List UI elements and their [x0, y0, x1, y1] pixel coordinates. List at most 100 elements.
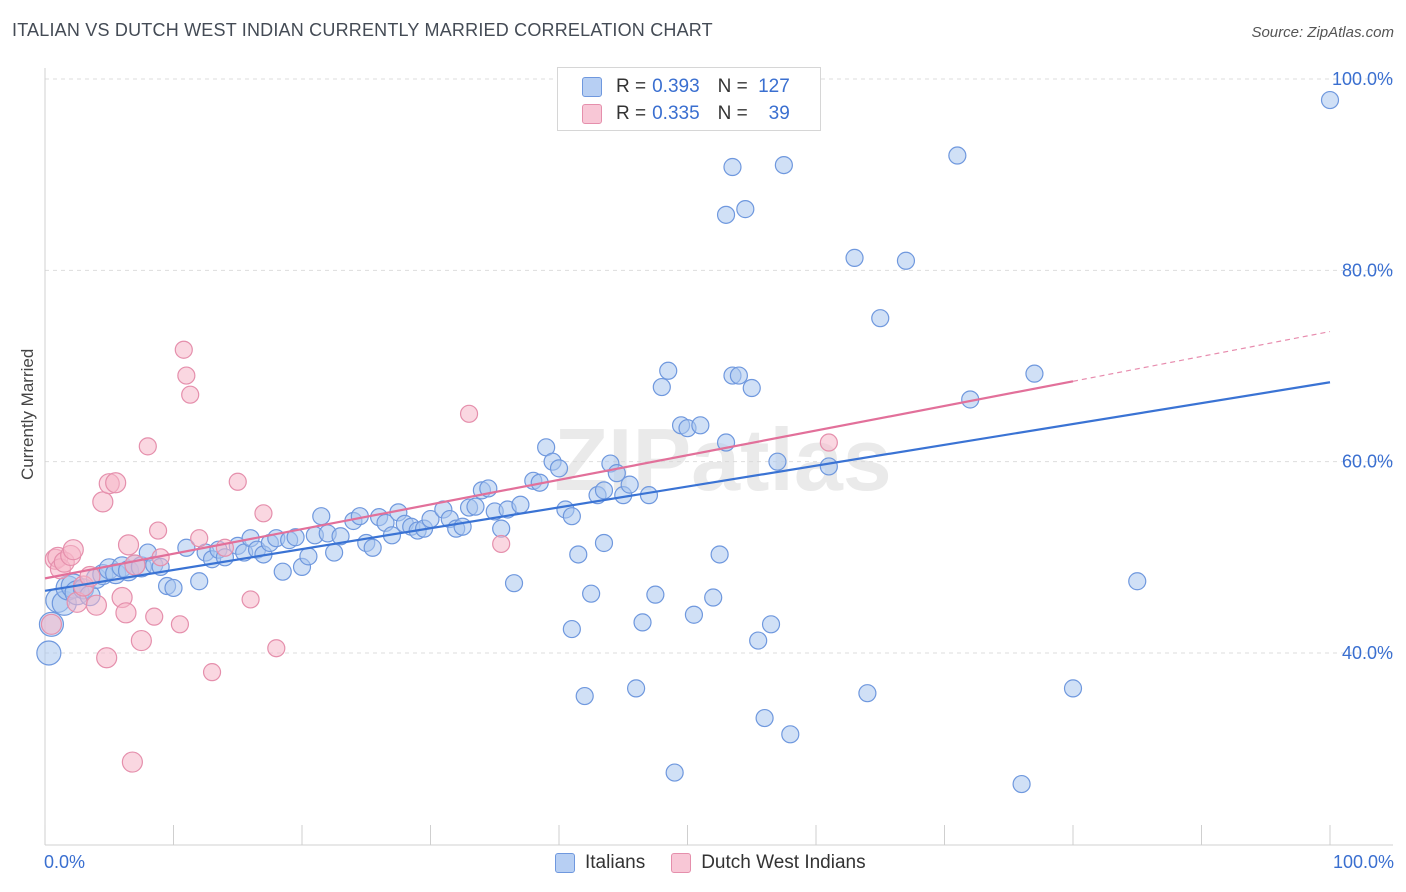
data-point-blue: [704, 588, 723, 607]
data-point-pink: [170, 615, 190, 634]
data-point-pink: [459, 404, 479, 423]
data-point-blue: [858, 684, 877, 703]
legend-r-label: R =: [616, 76, 647, 97]
points-layer: [36, 90, 1340, 794]
data-point-pink: [117, 534, 140, 556]
legend-swatch-pink: [582, 104, 602, 124]
data-point-blue: [948, 146, 967, 165]
data-point-pink: [241, 590, 260, 609]
legend-row-dutch-west-indians: R = 0.335 N = 39: [582, 101, 790, 127]
trend-layer: [44, 330, 1331, 592]
y-tick-label: 80.0%: [1342, 260, 1393, 280]
data-point-blue: [761, 615, 781, 634]
data-point-pink: [177, 366, 196, 385]
data-point-blue: [164, 578, 183, 598]
data-point-pink: [96, 647, 118, 669]
data-point-pink: [174, 340, 193, 359]
data-point-blue: [511, 495, 530, 514]
data-point-pink: [121, 751, 143, 773]
y-tick-label: 60.0%: [1342, 452, 1393, 472]
legend-r-value: 0.335: [652, 103, 700, 124]
data-point-blue: [1012, 774, 1031, 794]
legend-swatch-blue: [582, 77, 602, 97]
x-tick-label-max: 100.0%: [1332, 852, 1394, 872]
trendline-pink: [44, 380, 1074, 580]
data-point-blue: [620, 475, 639, 494]
data-point-blue: [273, 562, 292, 581]
source-label: Source: ZipAtlas.com: [1251, 24, 1394, 41]
legend-r-label: R =: [616, 103, 647, 124]
data-point-blue: [466, 497, 485, 516]
data-point-blue: [190, 572, 209, 591]
data-point-blue: [1128, 572, 1147, 591]
data-point-pink: [267, 639, 286, 658]
data-point-blue: [363, 538, 382, 557]
legend-n-label: N =: [717, 103, 748, 124]
data-point-blue: [331, 527, 350, 546]
data-point-pink: [148, 521, 168, 540]
data-point-pink: [115, 602, 137, 624]
series-legend: Italians Dutch West Indians: [555, 852, 892, 874]
data-point-blue: [633, 613, 652, 632]
legend-swatch-blue: [555, 853, 575, 873]
data-point-blue: [1063, 679, 1083, 698]
data-point-pink: [228, 472, 247, 491]
data-point-pink: [492, 534, 511, 554]
data-point-pink: [92, 491, 114, 513]
legend-item-dutch-west-indians[interactable]: Dutch West Indians: [671, 852, 866, 874]
data-point-pink: [138, 437, 157, 456]
data-point-pink: [190, 529, 209, 548]
data-point-pink: [145, 607, 164, 626]
data-point-blue: [549, 459, 569, 478]
data-point-blue: [562, 507, 581, 526]
data-point-blue: [755, 708, 774, 728]
legend-item-italians[interactable]: Italians: [555, 852, 645, 874]
chart-title: ITALIAN VS DUTCH WEST INDIAN CURRENTLY M…: [12, 20, 713, 40]
data-point-blue: [659, 361, 678, 380]
data-point-blue: [665, 763, 684, 782]
legend-n-value: 127: [758, 76, 790, 97]
data-point-blue: [286, 528, 305, 547]
grid-layer: [45, 78, 1393, 654]
data-point-pink: [40, 613, 63, 635]
data-point-blue: [774, 156, 793, 175]
data-point-blue: [723, 157, 742, 177]
trendline-blue: [44, 381, 1331, 592]
data-point-pink: [85, 594, 108, 616]
data-point-blue: [453, 517, 472, 536]
data-point-blue: [582, 584, 601, 603]
data-point-blue: [742, 378, 761, 398]
data-point-blue: [819, 457, 838, 476]
correlation-legend: R = 0.393 N = 127 R = 0.335 N = 39: [557, 67, 821, 131]
data-point-pink: [124, 554, 146, 576]
legend-row-italians: R = 0.393 N = 127: [582, 74, 790, 100]
data-point-blue: [729, 366, 749, 385]
data-point-blue: [594, 481, 614, 500]
data-point-blue: [716, 205, 736, 224]
data-point-blue: [569, 545, 588, 564]
data-point-blue: [36, 640, 62, 666]
data-point-blue: [492, 519, 511, 538]
data-point-blue: [691, 416, 710, 435]
data-point-blue: [504, 574, 524, 593]
trendline-extension-pink: [1072, 330, 1331, 382]
y-tick-label: 100.0%: [1332, 69, 1393, 89]
data-point-blue: [312, 507, 331, 526]
data-point-blue: [1025, 364, 1044, 383]
data-point-blue: [575, 686, 594, 706]
data-point-blue: [710, 545, 729, 564]
data-point-blue: [684, 605, 704, 624]
data-point-blue: [626, 679, 646, 698]
legend-n-value: 39: [768, 103, 790, 124]
data-point-blue: [845, 248, 864, 267]
legend-n-label: N =: [717, 76, 748, 97]
data-point-pink: [819, 433, 838, 452]
legend-label-italians: Italians: [585, 852, 646, 873]
x-tick-label-min: 0.0%: [44, 852, 86, 872]
data-point-blue: [646, 585, 665, 604]
data-point-blue: [736, 200, 755, 219]
data-point-blue: [896, 251, 916, 270]
data-point-blue: [594, 533, 614, 553]
data-point-pink: [62, 539, 84, 561]
data-point-blue: [325, 543, 344, 562]
